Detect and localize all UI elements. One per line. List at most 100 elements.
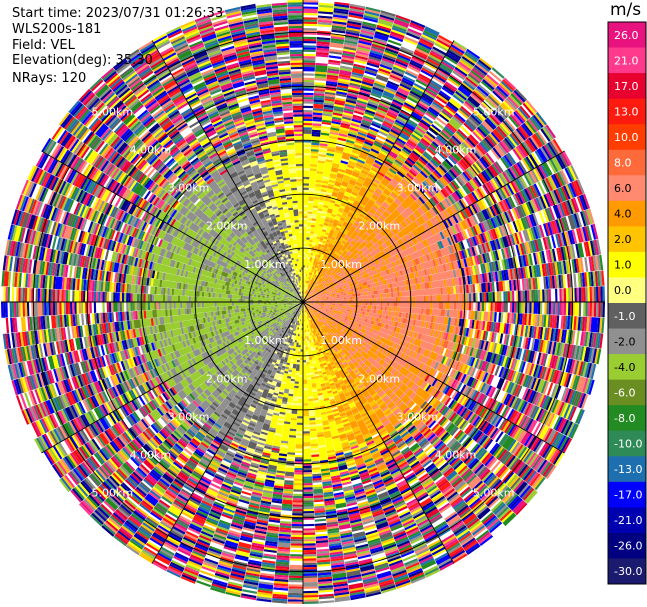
ppi-gate-group — [400, 446, 438, 494]
ppi-gate-group — [259, 506, 271, 511]
ppi-gate-group — [257, 12, 273, 17]
ppi-gate-group — [370, 49, 384, 56]
ppi-gate-group — [352, 24, 392, 120]
ppi-gate-group — [36, 339, 71, 359]
ppi-gate-group — [332, 5, 365, 117]
ppi-gate-group — [232, 36, 261, 105]
ppi-gate-group — [142, 302, 303, 558]
ppi-gate-group — [227, 464, 268, 592]
ppi-gate-group — [129, 413, 138, 424]
ppi-gate-group — [303, 33, 345, 294]
ppi-gate-group — [305, 305, 407, 467]
ppi-gate-group — [462, 124, 532, 182]
ppi-gate-group — [258, 133, 268, 138]
range-ring-label: 4.00km — [435, 143, 477, 156]
ppi-gate-group — [303, 218, 451, 302]
ppi-gate-group — [51, 430, 113, 479]
ppi-ray — [303, 302, 468, 564]
ppi-gate-group — [330, 127, 340, 131]
ppi-gate-group — [314, 508, 333, 585]
ppi-ray — [303, 302, 481, 555]
ppi-gate-group — [495, 402, 567, 450]
ppi-gate-group — [376, 425, 459, 549]
ppi-ray — [113, 302, 303, 547]
ppi-gate-group — [472, 195, 586, 246]
ppi-ray — [165, 26, 303, 302]
ppi-ray — [138, 302, 303, 564]
ppi-gate-group — [4, 239, 103, 270]
ppi-ray — [303, 40, 468, 302]
ppi-gate-group — [37, 302, 302, 418]
ppi-gate-group — [303, 199, 539, 302]
ppi-gate-group — [147, 79, 188, 131]
ppi-gate-group — [478, 311, 504, 323]
ppi-ray — [303, 179, 585, 302]
ppi-gate-group — [294, 304, 303, 466]
ppi-gate-group — [425, 384, 548, 473]
ppi-gate-group — [244, 23, 301, 288]
ppi-gate-group — [138, 419, 192, 476]
ppi-gate-group — [34, 331, 120, 359]
ppi-gate-group — [494, 287, 590, 302]
ppi-gate-group — [132, 183, 144, 196]
ppi-gate-group — [378, 104, 389, 111]
ppi-gate-group — [156, 40, 301, 299]
ppi-gate-group — [189, 303, 295, 333]
ppi-ray — [15, 302, 303, 411]
ppi-gate-group — [532, 233, 561, 253]
ppi-gate-group — [67, 362, 122, 391]
ppi-gate-group — [323, 106, 334, 111]
ppi-ray — [59, 302, 303, 493]
ppi-gate-group — [457, 432, 538, 504]
ppi-gate-group — [322, 304, 482, 330]
colorbar-segment — [608, 354, 646, 381]
ppi-gate-group — [304, 305, 375, 467]
ppi-gate-group — [235, 89, 253, 120]
ppi-gate-group — [303, 143, 403, 302]
ppi-gate-group — [78, 145, 125, 183]
ppi-gate-group — [69, 426, 139, 484]
ppi-gate-group — [11, 225, 299, 302]
ppi-gate-group — [78, 427, 137, 478]
ppi-gate-group — [279, 488, 294, 535]
ppi-gate-group — [473, 245, 574, 275]
ppi-gate-group — [125, 190, 303, 302]
ppi-gate-group — [85, 372, 92, 384]
ppi-gate-group — [484, 225, 592, 263]
ppi-gate-group — [176, 445, 218, 504]
ppi-gate-group — [237, 184, 255, 211]
ppi-gate-group — [485, 351, 539, 377]
ppi-gate-group — [479, 107, 529, 153]
ppi-gate-group — [50, 207, 132, 246]
ppi-gate-group — [527, 471, 539, 485]
ppi-gate-group — [303, 36, 373, 302]
ppi-gate-group — [547, 314, 551, 328]
ppi-gate-group — [338, 521, 351, 526]
ppi-gate-group — [276, 132, 303, 302]
ppi-gate-group — [521, 448, 531, 462]
ppi-gate-group — [105, 132, 149, 172]
ppi-gate-group — [183, 111, 194, 120]
colorbar-tick-label: -1.0 — [614, 310, 635, 323]
ppi-gate-group — [419, 411, 515, 503]
ppi-gate-group — [69, 391, 171, 466]
ppi-gate-group — [425, 164, 434, 173]
ppi-gate-group — [304, 166, 446, 301]
ppi-gate-group — [303, 302, 356, 554]
ppi-gate-group — [13, 303, 293, 348]
ppi-gate-group — [303, 302, 444, 381]
ppi-gate-group — [53, 162, 303, 302]
ppi-gate-group — [53, 276, 76, 290]
ppi-gate-group — [86, 448, 149, 508]
ppi-gate-group — [119, 303, 293, 341]
ppi-gate-group — [447, 493, 460, 503]
instrument-label: WLS200s-181 — [12, 22, 102, 37]
ppi-gate-group — [115, 140, 302, 301]
ppi-gate-group — [19, 257, 82, 279]
colorbar-segment — [608, 303, 646, 330]
ppi-gate-group — [28, 214, 84, 243]
ppi-gate-group — [195, 17, 302, 298]
ppi-gate-group — [511, 275, 558, 291]
ppi-gate-group — [303, 302, 414, 525]
ppi-gate-group — [306, 331, 326, 448]
